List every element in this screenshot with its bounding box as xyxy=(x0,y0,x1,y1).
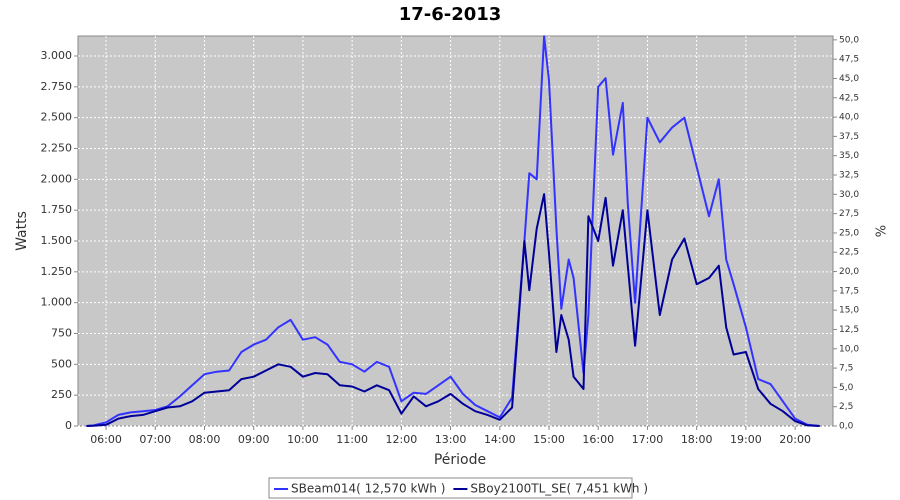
y2-tick-label: 35,0 xyxy=(839,151,859,161)
plot-area xyxy=(77,35,834,427)
legend-label: SBoy2100TL_SE( 7,451 kWh ) xyxy=(470,482,648,496)
x-tick-label: 20:00 xyxy=(779,433,811,446)
x-tick-label: 06:00 xyxy=(90,433,122,446)
x-tick-label: 16:00 xyxy=(582,433,614,446)
y-tick-label: 1.000 xyxy=(41,296,73,309)
y-tick-label: 2.500 xyxy=(41,111,73,124)
y2-tick-label: 7,5 xyxy=(839,364,853,374)
y-tick-label: 750 xyxy=(51,326,72,339)
y2-tick-label: 15,0 xyxy=(839,306,859,316)
y2-tick-label: 45,0 xyxy=(839,74,859,84)
y2-tick-label: 10,0 xyxy=(839,344,859,354)
x-tick-label: 12:00 xyxy=(386,433,418,446)
x-axis-label: Période xyxy=(434,452,486,468)
y2-tick-label: 25,0 xyxy=(839,228,859,238)
x-tick-label: 19:00 xyxy=(730,433,762,446)
x-tick-label: 14:00 xyxy=(484,433,516,446)
y2-tick-label: 2,5 xyxy=(839,402,853,412)
y2-tick-label: 40,0 xyxy=(839,113,859,123)
y2-tick-label: 0,0 xyxy=(839,422,854,432)
y2-tick-label: 30,0 xyxy=(839,190,859,200)
y2-axis-label: % xyxy=(875,225,890,237)
y-tick-label: 2.000 xyxy=(41,172,73,185)
y-tick-label: 1.500 xyxy=(41,234,73,247)
x-tick-label: 17:00 xyxy=(632,433,664,446)
y-axis-label: Watts xyxy=(14,211,30,251)
y-tick-label: 2.750 xyxy=(41,80,73,93)
y-tick-label: 1.250 xyxy=(41,265,73,278)
x-tick-label: 15:00 xyxy=(533,433,565,446)
series-line xyxy=(86,35,820,427)
y-tick-label: 1.750 xyxy=(41,203,73,216)
x-tick-label: 07:00 xyxy=(139,433,171,446)
y-tick-label: 250 xyxy=(51,388,72,401)
legend xyxy=(268,477,633,499)
y2-tick-label: 22,5 xyxy=(839,248,859,258)
x-tick-label: 10:00 xyxy=(287,433,319,446)
x-tick-label: 18:00 xyxy=(681,433,713,446)
series-line xyxy=(86,193,820,427)
y2-tick-label: 50,0 xyxy=(839,35,859,45)
x-tick-label: 08:00 xyxy=(189,433,221,446)
y-tick-label: 2.250 xyxy=(41,141,73,154)
y2-tick-label: 20,0 xyxy=(839,267,859,277)
legend-label: SBeam014( 12,570 kWh ) xyxy=(291,482,445,496)
y-tick-label: 0 xyxy=(65,419,72,432)
y2-tick-label: 32,5 xyxy=(839,171,859,181)
y2-tick-label: 47,5 xyxy=(839,55,859,65)
y2-tick-label: 27,5 xyxy=(839,209,859,219)
y2-tick-label: 17,5 xyxy=(839,286,859,296)
chart-title: 17-6-2013 xyxy=(399,4,502,25)
y2-tick-label: 37,5 xyxy=(839,132,859,142)
y-tick-label: 3.000 xyxy=(41,49,73,62)
y2-tick-label: 5,0 xyxy=(839,383,854,393)
y-tick-label: 500 xyxy=(51,357,72,370)
x-tick-label: 09:00 xyxy=(238,433,270,446)
x-tick-label: 11:00 xyxy=(336,433,368,446)
x-tick-label: 13:00 xyxy=(435,433,467,446)
y2-tick-label: 42,5 xyxy=(839,93,859,103)
y2-tick-label: 12,5 xyxy=(839,325,859,335)
